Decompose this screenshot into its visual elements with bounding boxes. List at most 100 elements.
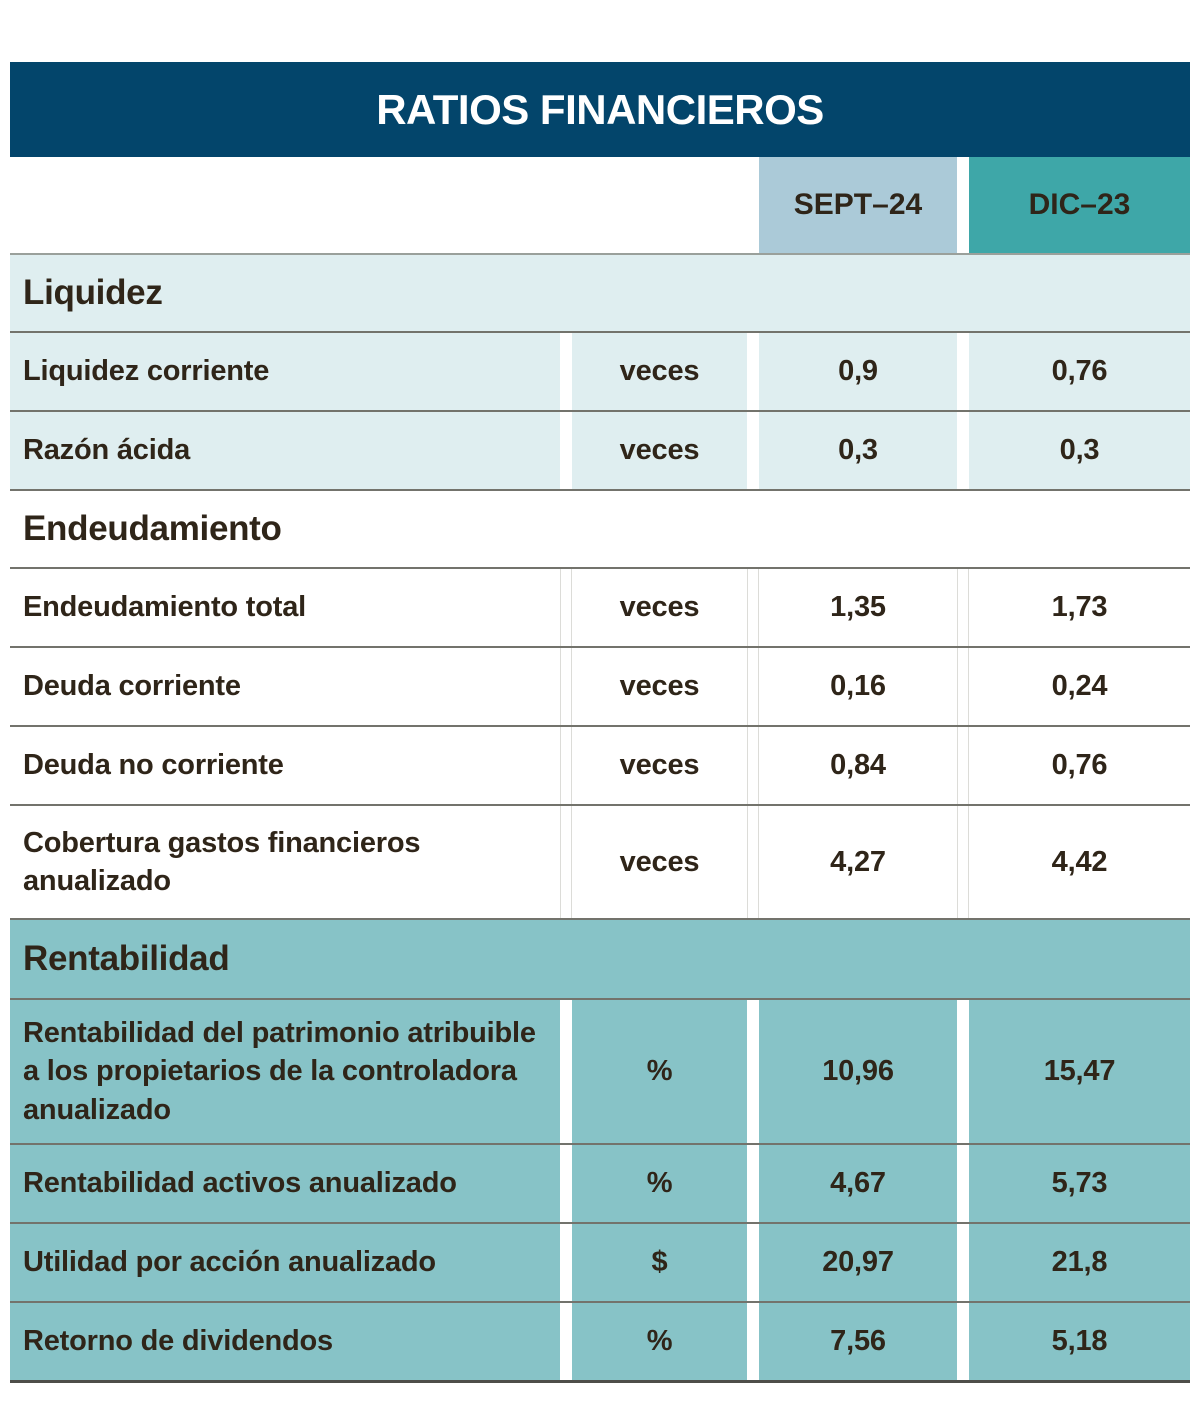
value-sept24: 0,84 xyxy=(759,727,957,804)
value-sept24: 1,35 xyxy=(759,569,957,646)
section-header-liquidez: Liquidez xyxy=(10,255,1190,331)
value-dic23: 4,42 xyxy=(969,806,1190,918)
column-gap xyxy=(747,333,759,410)
column-gap xyxy=(957,1000,969,1143)
value-dic23: 0,76 xyxy=(969,333,1190,410)
value-sept24: 10,96 xyxy=(759,1000,957,1143)
column-header-dic23: DIC–23 xyxy=(969,157,1190,253)
column-gap xyxy=(747,569,759,646)
column-gap xyxy=(560,1303,572,1380)
value-dic23: 15,47 xyxy=(969,1000,1190,1143)
table-row: Rentabilidad del patrimonio atribuible a… xyxy=(10,1000,1190,1143)
table-bottom-border xyxy=(10,1380,1190,1383)
column-gap xyxy=(560,569,572,646)
table-title: RATIOS FINANCIEROS xyxy=(376,85,824,133)
table-row: Deuda no corriente veces 0,84 0,76 xyxy=(10,727,1190,804)
row-unit: $ xyxy=(572,1224,747,1301)
column-gap xyxy=(957,648,969,725)
column-header-sept24: SEPT–24 xyxy=(759,157,957,253)
column-gap xyxy=(957,333,969,410)
divider xyxy=(10,918,1190,920)
column-gap xyxy=(747,1303,759,1380)
row-label: Razón ácida xyxy=(10,412,560,489)
row-unit: % xyxy=(572,1000,747,1143)
divider xyxy=(10,646,1190,648)
section-header-rentabilidad: Rentabilidad xyxy=(10,920,1190,998)
period-header-row: SEPT–24 DIC–23 xyxy=(10,157,1190,253)
value-dic23: 0,76 xyxy=(969,727,1190,804)
divider xyxy=(10,998,1190,1000)
value-sept24: 4,27 xyxy=(759,806,957,918)
divider xyxy=(10,804,1190,806)
column-gap xyxy=(747,1145,759,1222)
column-gap xyxy=(957,1303,969,1380)
divider xyxy=(10,1143,1190,1145)
divider xyxy=(10,1222,1190,1224)
value-dic23: 0,24 xyxy=(969,648,1190,725)
table-row: Deuda corriente veces 0,16 0,24 xyxy=(10,648,1190,725)
divider xyxy=(10,489,1190,491)
table-row: Rentabilidad activos anualizado % 4,67 5… xyxy=(10,1145,1190,1222)
column-gap xyxy=(560,1145,572,1222)
column-gap xyxy=(957,569,969,646)
value-dic23: 5,73 xyxy=(969,1145,1190,1222)
column-gap xyxy=(747,648,759,725)
column-gap xyxy=(747,1000,759,1143)
value-sept24: 4,67 xyxy=(759,1145,957,1222)
row-unit: veces xyxy=(572,727,747,804)
column-gap xyxy=(957,1145,969,1222)
value-sept24: 0,16 xyxy=(759,648,957,725)
column-gap xyxy=(957,806,969,918)
column-gap xyxy=(957,412,969,489)
row-label: Rentabilidad del patrimonio atribuible a… xyxy=(10,1000,560,1143)
row-label: Cobertura gastos financieros anualizado xyxy=(10,806,560,918)
column-gap xyxy=(560,333,572,410)
divider xyxy=(10,253,1190,255)
row-label: Deuda corriente xyxy=(10,648,560,725)
table-row: Razón ácida veces 0,3 0,3 xyxy=(10,412,1190,489)
column-gap xyxy=(560,1000,572,1143)
row-label: Retorno de dividendos xyxy=(10,1303,560,1380)
row-unit: veces xyxy=(572,806,747,918)
divider xyxy=(10,1301,1190,1303)
row-unit: veces xyxy=(572,648,747,725)
value-dic23: 21,8 xyxy=(969,1224,1190,1301)
value-sept24: 20,97 xyxy=(759,1224,957,1301)
row-label: Deuda no corriente xyxy=(10,727,560,804)
column-gap xyxy=(747,1224,759,1301)
table-row: Utilidad por acción anualizado $ 20,97 2… xyxy=(10,1224,1190,1301)
row-unit: veces xyxy=(572,333,747,410)
row-unit: veces xyxy=(572,412,747,489)
column-gap xyxy=(560,1224,572,1301)
table-row: Cobertura gastos financieros anualizado … xyxy=(10,806,1190,918)
table-row: Liquidez corriente veces 0,9 0,76 xyxy=(10,333,1190,410)
section-header-endeudamiento: Endeudamiento xyxy=(10,491,1190,567)
table-row: Endeudamiento total veces 1,35 1,73 xyxy=(10,569,1190,646)
column-gap xyxy=(747,412,759,489)
value-dic23: 5,18 xyxy=(969,1303,1190,1380)
column-gap xyxy=(957,1224,969,1301)
divider xyxy=(10,331,1190,333)
row-label: Rentabilidad activos anualizado xyxy=(10,1145,560,1222)
column-gap xyxy=(560,727,572,804)
column-gap xyxy=(747,727,759,804)
row-unit: % xyxy=(572,1303,747,1380)
value-sept24: 7,56 xyxy=(759,1303,957,1380)
row-label: Liquidez corriente xyxy=(10,333,560,410)
row-label: Endeudamiento total xyxy=(10,569,560,646)
column-gap xyxy=(560,412,572,489)
financial-ratios-table: RATIOS FINANCIEROS SEPT–24 DIC–23 Liquid… xyxy=(10,62,1190,1383)
value-dic23: 1,73 xyxy=(969,569,1190,646)
table-title-bar: RATIOS FINANCIEROS xyxy=(10,62,1190,157)
row-unit: % xyxy=(572,1145,747,1222)
divider xyxy=(10,725,1190,727)
row-unit: veces xyxy=(572,569,747,646)
column-gap xyxy=(747,806,759,918)
divider xyxy=(10,567,1190,569)
divider xyxy=(10,410,1190,412)
value-sept24: 0,9 xyxy=(759,333,957,410)
value-sept24: 0,3 xyxy=(759,412,957,489)
column-gap xyxy=(560,806,572,918)
row-label: Utilidad por acción anualizado xyxy=(10,1224,560,1301)
